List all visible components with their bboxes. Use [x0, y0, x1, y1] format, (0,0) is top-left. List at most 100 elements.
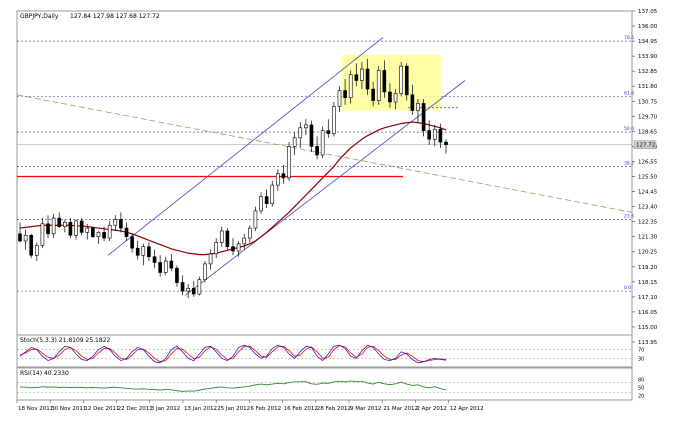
candle-up — [360, 68, 364, 81]
candle-up — [242, 237, 247, 245]
date-axis-label: 30 Nov 2011 — [51, 406, 86, 412]
price-axis-label: 134.95 — [638, 39, 658, 45]
candle-up — [399, 65, 403, 94]
ohlc-readout: 127.84 127.98 127.68 127.72 — [70, 13, 160, 20]
candle-down — [91, 227, 95, 237]
price-axis-label: 124.45 — [638, 190, 658, 196]
candle-down — [264, 196, 269, 205]
downtrend-line — [16, 94, 633, 213]
date-axis-label: 22 Dec 2011 — [118, 406, 153, 412]
last-price-label: 127.72 — [636, 143, 655, 149]
price-axis: 137.05 136.00 134.95 133.90 132.85 131.80 130.… — [632, 9, 658, 346]
candle-down — [382, 70, 387, 93]
date-axis-label: 28 Feb 2012 — [317, 406, 351, 412]
stochastic-label: Stoch(5,3,3) 21.8109 25.1822 — [20, 337, 111, 344]
candle-down — [29, 234, 34, 256]
candle-down — [175, 267, 179, 283]
candle-up — [259, 196, 263, 212]
candle-up — [376, 70, 381, 101]
rsi-panel — [16, 367, 633, 401]
candle-up — [287, 146, 291, 179]
candle-down — [18, 233, 22, 242]
stoch-k-line — [19, 344, 447, 364]
stochastic-panel — [16, 334, 633, 368]
stoch-level-label: 30 — [638, 356, 644, 362]
fib-level-label: 78.6 — [624, 35, 634, 41]
rsi-label: RSI(14) 40.2330 — [20, 370, 69, 377]
candle-down — [354, 74, 359, 81]
candle-down — [371, 88, 375, 101]
candle-down — [427, 130, 432, 140]
fib-level-label: 23.6 — [624, 213, 634, 219]
channel-lower-line — [184, 80, 466, 296]
date-axis-label: 16 Feb 2012 — [284, 406, 318, 412]
price-axis-label: 125.50 — [638, 175, 658, 181]
candle-down — [315, 146, 319, 156]
chart-title: GBPJPY,Daily — [20, 13, 59, 20]
stoch-d-line — [19, 345, 447, 363]
candle-down — [130, 236, 134, 249]
candle-up — [107, 224, 112, 239]
price-axis-label: 132.85 — [638, 69, 658, 75]
stoch-level-label: 70 — [638, 348, 644, 354]
candle-down — [410, 94, 415, 111]
candle-up — [23, 234, 28, 242]
candle-down — [68, 222, 73, 236]
candle-down — [225, 230, 230, 248]
rsi-line — [19, 380, 447, 392]
price-axis-label: 128.65 — [638, 129, 658, 135]
candle-up — [163, 260, 168, 273]
price-axis-label: 121.30 — [638, 235, 658, 241]
candle-down — [343, 90, 347, 98]
price-axis-label: 113.95 — [638, 340, 658, 346]
candle-up — [113, 219, 118, 226]
candle-up — [203, 263, 207, 280]
price-axis-label: 136.00 — [638, 24, 658, 30]
price-axis-label: 117.10 — [638, 295, 658, 301]
candle-up — [34, 244, 39, 256]
candle-up — [298, 127, 303, 139]
price-axis-label: 119.20 — [638, 265, 658, 271]
candle-down — [309, 124, 314, 147]
candle-up — [348, 74, 353, 98]
candle-down — [438, 128, 443, 143]
candle-up — [63, 222, 67, 227]
price-axis-label: 129.70 — [638, 114, 658, 120]
candle-up — [208, 253, 213, 265]
fib-level-label: 0.0 — [624, 285, 631, 291]
candle-down — [57, 217, 62, 227]
date-axis-label: 3 Jan 2012 — [151, 406, 180, 412]
date-axis-label: 6 Feb 2012 — [250, 406, 281, 412]
date-axis-label: 18 Nov 2011 — [18, 406, 53, 412]
candle-down — [152, 256, 157, 263]
channel-upper-line — [107, 37, 384, 256]
candle-up — [40, 223, 45, 246]
candle-down — [147, 246, 151, 258]
date-axis-label: 12 Dec 2011 — [84, 406, 119, 412]
candle-up — [292, 137, 297, 147]
fibonacci-levels: 78.6 61.8 50.0 38.2 23.6 0.0 — [16, 35, 634, 292]
candle-down — [135, 247, 140, 256]
candle-down — [158, 262, 162, 273]
price-axis-label: 126.55 — [638, 159, 658, 165]
candle-down — [119, 219, 123, 229]
candle-up — [85, 227, 90, 233]
candle-down — [46, 223, 50, 235]
rsi-axis-label: 20 — [638, 393, 644, 399]
candle-down — [421, 103, 426, 131]
candle-up — [320, 130, 325, 156]
date-axis-label: 25 Jan 2012 — [217, 406, 250, 412]
candle-up — [96, 232, 101, 237]
candle-down — [124, 227, 129, 237]
price-axis-label: 115.00 — [638, 325, 658, 331]
candle-down — [404, 65, 409, 96]
fib-level-label: 50.0 — [624, 126, 634, 132]
candle-up — [141, 246, 146, 256]
date-axis-label: 21 Mar 2012 — [383, 406, 418, 412]
candlesticks — [18, 59, 448, 299]
candle-up — [332, 105, 336, 134]
candle-up — [219, 230, 224, 243]
